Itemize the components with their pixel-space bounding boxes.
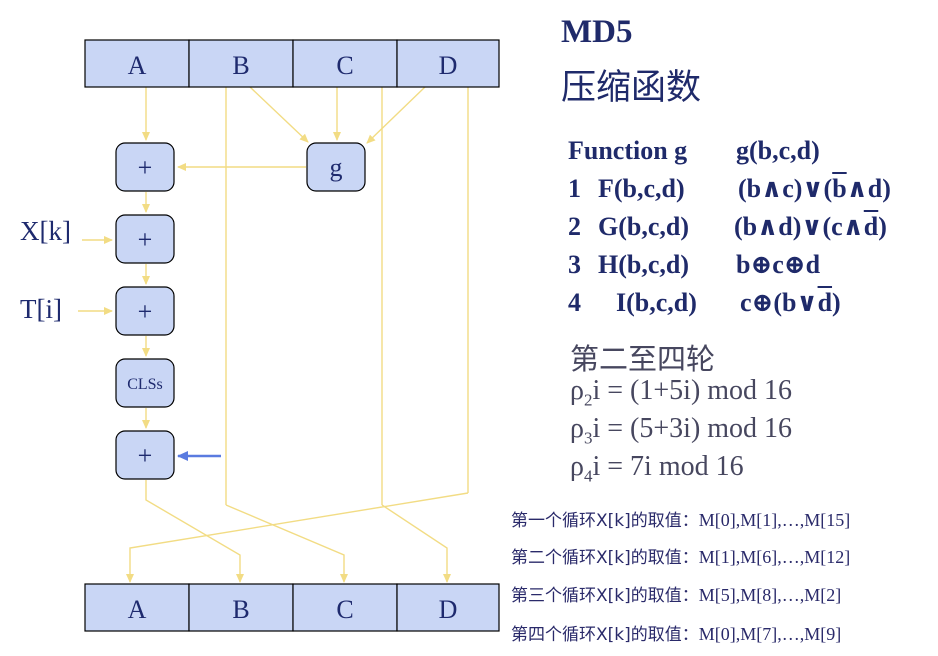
top-register-label: B bbox=[232, 51, 249, 80]
top-register-label: D bbox=[439, 51, 458, 80]
top-register-label: C bbox=[336, 51, 353, 80]
bottom-register-cell-a bbox=[84, 583, 190, 632]
wires bbox=[78, 86, 469, 583]
top-register-label: A bbox=[128, 51, 147, 80]
op-boxes: + + + CLSs + g bbox=[115, 142, 366, 480]
adder-box-2 bbox=[115, 214, 175, 264]
adder-label: + bbox=[138, 153, 153, 182]
bottom-register: A B C D bbox=[84, 583, 500, 632]
bottom-register-cell-d bbox=[396, 583, 500, 632]
adder-box-1 bbox=[115, 142, 175, 192]
input-ti-label: T[i] bbox=[20, 294, 62, 324]
bottom-register-label: D bbox=[439, 595, 458, 624]
bottom-register-cell-c bbox=[292, 583, 398, 632]
top-register: A B C D bbox=[84, 39, 500, 88]
adder-label: + bbox=[138, 225, 153, 254]
top-register-cell-b bbox=[188, 39, 294, 88]
cls-box bbox=[115, 358, 175, 408]
bottom-register-label: A bbox=[128, 595, 147, 624]
cls-label: CLSs bbox=[127, 376, 163, 393]
g-function-label: g bbox=[330, 153, 343, 182]
bottom-register-cell-b bbox=[188, 583, 294, 632]
bottom-register-label: C bbox=[336, 595, 353, 624]
top-register-cell-a bbox=[84, 39, 190, 88]
top-register-cell-c bbox=[292, 39, 398, 88]
input-xk-label: X[k] bbox=[20, 216, 71, 246]
adder-box-3 bbox=[115, 286, 175, 336]
adder-box-4 bbox=[115, 430, 175, 480]
g-function-box bbox=[306, 142, 366, 192]
adder-label: + bbox=[138, 297, 153, 326]
adder-label: + bbox=[138, 441, 153, 470]
bottom-register-label: B bbox=[232, 595, 249, 624]
top-register-cell-d bbox=[396, 39, 500, 88]
